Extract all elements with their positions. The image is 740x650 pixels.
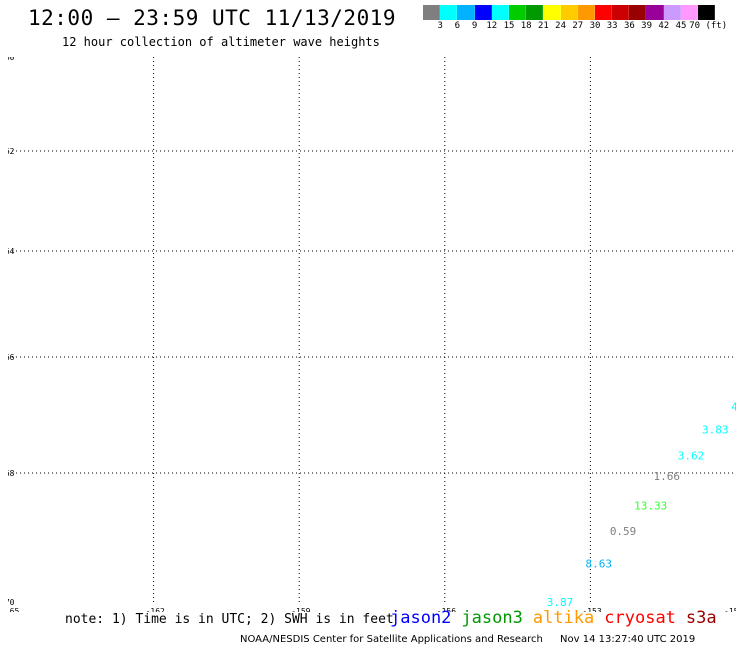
colorbar-swatch	[612, 5, 630, 20]
latitude-label: -62	[8, 147, 15, 156]
footer: NOAA/NESDIS Center for Satellite Applica…	[240, 634, 695, 645]
wave-height-value: 0.59	[610, 525, 637, 538]
colorbar-label: 15	[503, 21, 515, 31]
colorbar-label: 12	[486, 21, 498, 31]
colorbar-label: 6	[454, 21, 461, 31]
legend-s3a: s3a	[685, 608, 717, 628]
colorbar-swatch	[663, 5, 681, 20]
wave-height-value: 1.66	[653, 470, 680, 483]
longitude-label: -165	[8, 607, 19, 612]
longitude-label: -153	[582, 607, 601, 612]
longitude-labels: -165 -162 -159 -156 -153 -15	[8, 607, 736, 612]
satellite-legend: jason2 jason3 altika cryosat s3a	[390, 608, 727, 628]
plot-area	[8, 57, 736, 602]
colorbar-swatch	[629, 5, 647, 20]
colorbar-label: 30	[589, 21, 601, 31]
latitude-label: -68	[8, 469, 15, 478]
colorbar-swatch	[491, 5, 509, 20]
latitude-label: -60	[8, 57, 15, 62]
colorbar-labels: 3 6 9 12 15 18 21 24 27 30 33 36 39 42 45 70 (ft)	[423, 21, 733, 35]
colorbar-swatch	[646, 5, 664, 20]
page-subtitle: 12 hour collection of altimeter wave hei…	[62, 35, 380, 49]
colorbar-swatch	[457, 5, 475, 20]
colorbar-label: 27	[572, 21, 584, 31]
colorbar-swatch	[526, 5, 544, 20]
colorbar-label: 45	[675, 21, 687, 31]
colorbar-swatch	[508, 5, 527, 20]
legend-cryosat: cryosat	[604, 608, 676, 628]
colorbar-label: 39	[641, 21, 653, 31]
colorbar-label: 3	[437, 21, 443, 31]
wave-height-value: 3.83	[702, 424, 729, 437]
longitude-label: -162	[146, 607, 165, 612]
colorbar-swatch	[543, 5, 561, 20]
colorbar-label: 36	[623, 21, 635, 31]
colorbar-swatch	[560, 5, 578, 20]
legend-jason2: jason2	[390, 608, 452, 628]
colorbar-swatch	[594, 5, 613, 20]
footer-timestamp: Nov 14 13:27:40 UTC 2019	[560, 634, 696, 645]
colorbar-swatch	[440, 5, 458, 20]
legend-jason3: jason3	[461, 608, 523, 628]
page-title: 12:00 – 23:59 UTC 11/13/2019	[28, 6, 397, 30]
colorbar-label: 70 (ft)	[689, 21, 728, 31]
wave-height-value: 3.87	[547, 596, 574, 609]
longitude-label: -15	[724, 607, 736, 612]
wave-height-labels: 43.83 3.62 1.66 13.33 0.59 8.63 3.87	[547, 400, 736, 609]
legend-altika: altika	[532, 608, 595, 628]
colorbar-label: 18	[520, 21, 532, 31]
colorbar	[423, 5, 716, 20]
map-plot: -60-62-64-66-68-70 -165-162-159-156-153-…	[8, 57, 736, 612]
colorbar-swatch	[577, 5, 595, 20]
colorbar-label: 21	[537, 21, 549, 31]
note-text: note: 1) Time is in UTC; 2) SWH is in fe…	[65, 612, 394, 627]
latitude-label: -70	[8, 598, 15, 607]
colorbar-label: 42	[658, 21, 670, 31]
latitude-labels: -60 -62 -64 -66 -68 -70	[8, 57, 15, 607]
wave-height-value: 13.33	[634, 499, 667, 512]
wave-height-value: 3.62	[678, 450, 705, 463]
colorbar-label: 9	[471, 21, 478, 31]
colorbar-swatch	[474, 5, 492, 20]
graticule	[8, 57, 736, 602]
colorbar-label: 33	[606, 21, 618, 31]
longitude-label: -156	[437, 607, 456, 612]
latitude-label: -64	[8, 247, 15, 256]
wave-height-value: 8.63	[586, 557, 613, 570]
colorbar-label: 24	[555, 21, 567, 31]
footer-credit: NOAA/NESDIS Center for Satellite Applica…	[240, 634, 543, 645]
colorbar-swatch	[698, 5, 716, 20]
wave-height-value: 4	[731, 400, 736, 413]
colorbar-swatch	[680, 5, 698, 20]
colorbar-swatch	[423, 5, 441, 20]
longitude-label: -159	[291, 607, 310, 612]
latitude-label: -66	[8, 353, 15, 362]
